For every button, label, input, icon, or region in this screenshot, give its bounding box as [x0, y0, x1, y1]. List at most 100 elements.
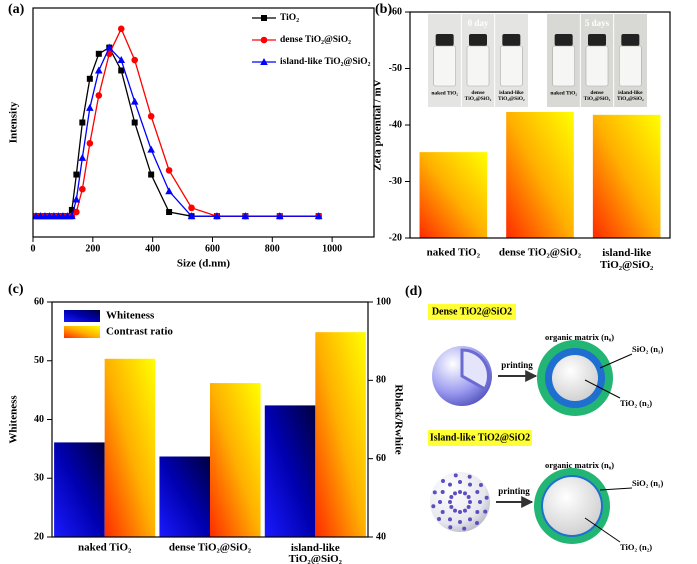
silica-island	[458, 480, 462, 484]
marker	[260, 36, 268, 44]
marker	[73, 171, 80, 178]
silica-island	[468, 482, 472, 487]
bottle-cap	[502, 34, 521, 46]
legend-label: dense TiO₂@SiO₂	[280, 35, 351, 45]
bar	[264, 405, 316, 537]
y2-tick-label: 40	[376, 531, 386, 542]
silica-island	[463, 508, 467, 513]
marker	[68, 206, 75, 213]
label: SiO₂ (n₁)	[632, 344, 663, 354]
silica-island	[462, 526, 467, 531]
silica-island	[484, 495, 489, 500]
silica-island	[432, 490, 437, 495]
y-tick-label: -50	[389, 63, 402, 74]
sample-label: naked TiO₂	[550, 90, 577, 96]
cutaway	[460, 348, 490, 392]
marker	[72, 195, 81, 203]
silica-island	[441, 479, 446, 484]
bar	[104, 358, 156, 537]
marker	[118, 67, 125, 74]
y-tick-label: 60	[34, 296, 44, 307]
x-tick-label: 400	[145, 243, 160, 254]
silica-island	[466, 495, 471, 499]
x-tick-label: island-like TiO₂@SiO₂	[600, 247, 654, 271]
silica-island	[449, 495, 454, 499]
silica-island	[468, 517, 472, 522]
marker	[73, 208, 80, 216]
axis-label: Whiteness	[8, 395, 20, 444]
y2-tick-label: 60	[376, 453, 386, 464]
bar	[419, 152, 488, 238]
y-tick-label: 40	[34, 414, 44, 425]
silica-island	[448, 482, 452, 487]
y-tick-label: 30	[34, 473, 44, 484]
marker	[148, 171, 155, 178]
marker	[117, 56, 126, 64]
marker	[68, 212, 76, 220]
bar	[315, 332, 366, 537]
x-tick-label: island-like TiO₂@SiO₂	[289, 542, 343, 564]
silica-island	[458, 510, 462, 514]
x-tick-label: dense TiO₂@SiO₂	[499, 247, 582, 259]
plot-frame	[32, 7, 375, 238]
tio2-core	[552, 355, 598, 401]
marker	[147, 145, 155, 153]
tio2-core	[543, 477, 601, 535]
marker	[79, 119, 86, 126]
marker	[105, 43, 114, 51]
label: SiO₂ (n₁)	[632, 478, 663, 488]
sample-label: dense TiO₂@SiO₂	[584, 90, 611, 102]
silica-island	[448, 517, 452, 522]
plot-frame	[51, 301, 369, 538]
marker	[165, 187, 173, 195]
panel-label: (b)	[375, 2, 392, 17]
axis-label: Rblack/Rwhite	[392, 384, 404, 454]
sample-label: dense TiO₂@SiO₂	[465, 90, 492, 102]
series-line	[35, 46, 319, 217]
marker	[131, 56, 139, 64]
silica-island	[448, 500, 452, 504]
legend-label: TiO₂	[280, 13, 299, 23]
photo-label: 0 day	[468, 18, 489, 28]
group-title: Dense TiO2@SiO2	[432, 306, 512, 317]
silica-island	[458, 520, 462, 524]
x-tick-label: 200	[85, 243, 100, 254]
title-box	[428, 304, 516, 320]
y-tick-label: -60	[389, 6, 402, 17]
silica-island	[468, 500, 472, 504]
bottle	[619, 45, 642, 87]
island-particle	[430, 472, 490, 532]
silica-island	[453, 473, 458, 478]
marker	[165, 167, 173, 174]
silica-island	[467, 474, 472, 479]
silica-island	[458, 490, 462, 494]
bottle	[585, 45, 609, 87]
pointer	[599, 353, 633, 369]
plot-frame	[409, 11, 671, 239]
y2-tick-label: 80	[376, 375, 386, 386]
y-tick-label: -20	[389, 232, 402, 243]
panel-label: (a)	[8, 2, 25, 17]
legend-label: Contrast ratio	[106, 326, 173, 338]
silica-island	[474, 520, 479, 525]
axis-label: Size (d.nm)	[177, 258, 231, 270]
legend-label: Whiteness	[106, 310, 155, 322]
marker	[95, 92, 103, 99]
sphere	[430, 472, 490, 532]
marker	[187, 212, 196, 220]
group-title: Island-like TiO2@SiO2	[430, 432, 530, 443]
label: TiO₂ (n₂)	[620, 542, 652, 552]
x-tick-label: 600	[205, 243, 220, 254]
silica-island	[440, 490, 445, 494]
bottle	[500, 45, 523, 87]
marker	[241, 212, 250, 220]
silica-island	[478, 483, 483, 488]
bottle-cap	[469, 34, 487, 46]
x-tick-label: 1000	[322, 243, 342, 254]
marker	[166, 209, 173, 216]
label: TiO₂ (n₂)	[620, 398, 652, 408]
bar	[54, 442, 105, 537]
bar	[506, 112, 574, 238]
bottle	[552, 45, 575, 87]
